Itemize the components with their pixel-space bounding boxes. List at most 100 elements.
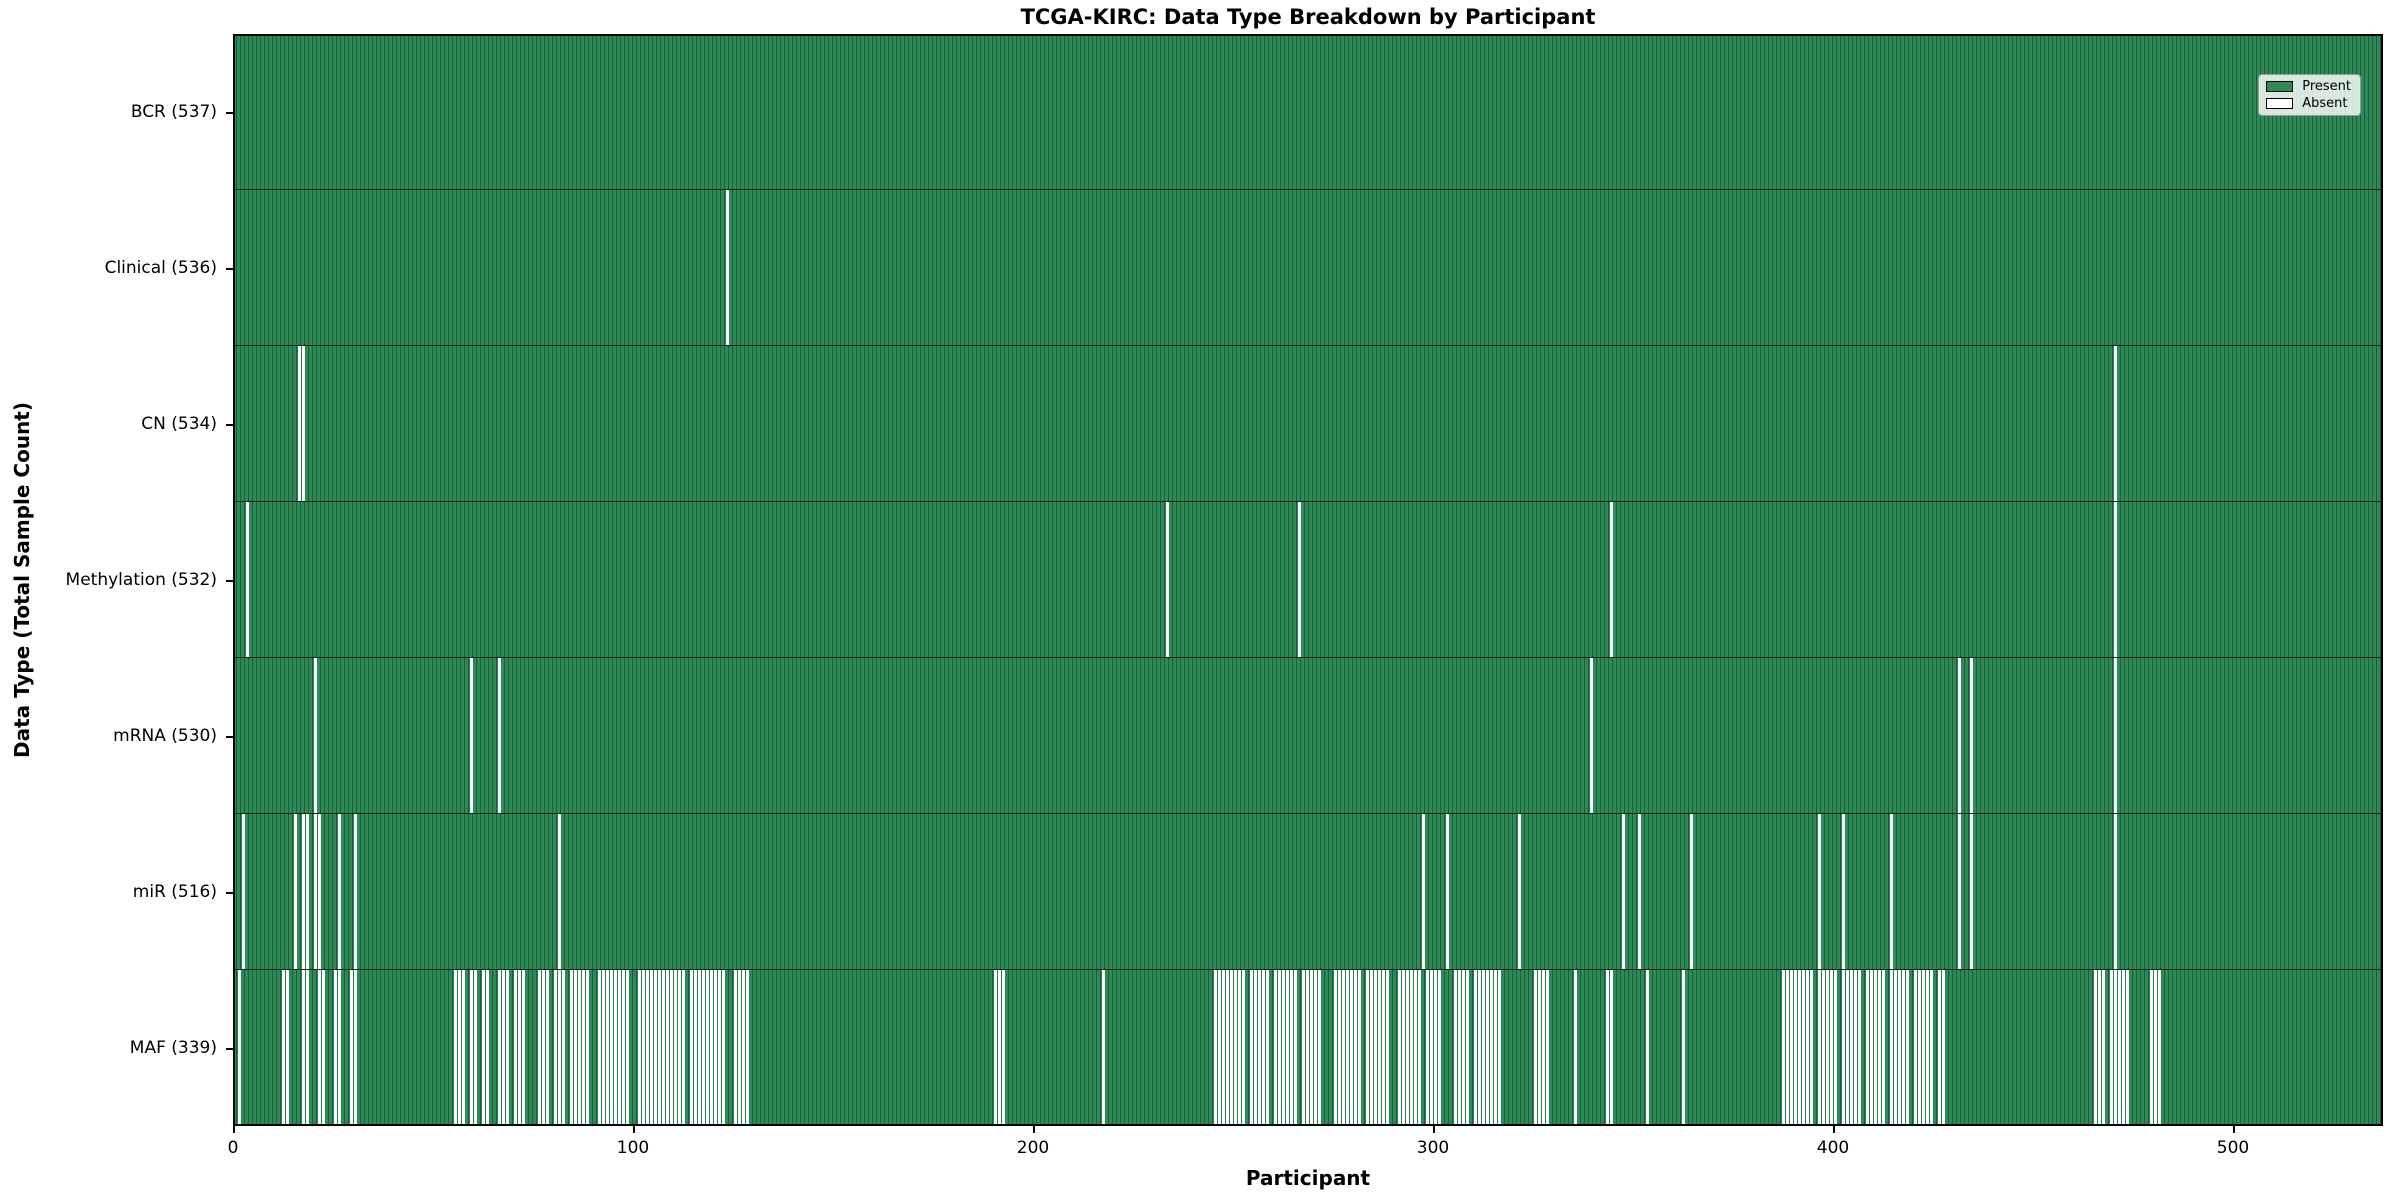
absent-gap	[597, 970, 629, 1126]
absent-gap	[1689, 814, 1693, 969]
absent-gap	[301, 814, 309, 969]
x-tick-label-400: 400	[1816, 1138, 1850, 1158]
absent-gap	[2113, 658, 2117, 813]
absent-gap	[2109, 970, 2129, 1126]
absent-gap	[993, 970, 1005, 1126]
y-tick-mark	[226, 892, 233, 894]
absent-gap	[313, 658, 317, 813]
x-tick-label-500: 500	[2216, 1138, 2250, 1158]
absent-gap	[1273, 970, 1297, 1126]
absent-gap	[281, 970, 289, 1126]
absent-gap	[349, 970, 357, 1126]
absent-gap	[1397, 970, 1421, 1126]
absent-gap	[1213, 970, 1245, 1126]
x-tick-mark	[1433, 1126, 1435, 1133]
absent-gap	[1533, 970, 1549, 1126]
x-tick-mark	[2233, 1126, 2235, 1133]
absent-gap	[1937, 970, 1945, 1126]
y-tick-label-methylation: Methylation (532)	[65, 570, 217, 590]
absent-gap	[553, 970, 565, 1126]
row-maf	[233, 970, 2383, 1126]
absent-gap	[353, 814, 357, 969]
absent-gap	[1865, 970, 1885, 1126]
absent-gap	[481, 970, 489, 1126]
x-tick-label-200: 200	[1016, 1138, 1050, 1158]
absent-swatch	[2266, 98, 2294, 109]
absent-gap	[241, 814, 245, 969]
row-clinical	[233, 190, 2383, 346]
absent-gap	[1913, 970, 1933, 1126]
absent-gap	[1421, 814, 1425, 969]
absent-gap	[469, 970, 477, 1126]
absent-gap	[1645, 970, 1649, 1126]
absent-gap	[1249, 970, 1269, 1126]
legend-item-present: Present	[2266, 80, 2351, 93]
y-tick-label-clinical: Clinical (536)	[104, 258, 217, 278]
absent-gap	[469, 658, 473, 813]
absent-gap	[1589, 658, 1593, 813]
y-tick-label-mrna: mRNA (530)	[113, 726, 217, 746]
y-tick-label-cn: CN (534)	[141, 414, 217, 434]
row-methylation	[233, 502, 2383, 658]
x-tick-label-0: 0	[227, 1138, 239, 1158]
absent-gap	[1841, 814, 1845, 969]
absent-gap	[1473, 970, 1501, 1126]
absent-gap	[725, 190, 729, 345]
absent-gap	[1301, 970, 1321, 1126]
absent-gap	[569, 970, 589, 1126]
y-tick-mark	[226, 268, 233, 270]
absent-gap	[557, 814, 561, 969]
absent-gap	[293, 814, 297, 969]
absent-gap	[1609, 502, 1613, 657]
x-tick-mark	[633, 1126, 635, 1133]
y-tick-mark	[226, 112, 233, 114]
absent-gap	[1297, 502, 1301, 657]
absent-gap	[1969, 658, 1973, 813]
x-tick-label-300: 300	[1416, 1138, 1450, 1158]
x-tick-mark	[233, 1126, 235, 1133]
y-tick-label-mir: miR (516)	[132, 882, 217, 902]
absent-gap	[497, 658, 501, 813]
absent-gap	[1969, 814, 1973, 969]
absent-gap	[1425, 970, 1441, 1126]
legend-item-absent: Absent	[2266, 97, 2351, 110]
absent-gap	[497, 970, 509, 1126]
absent-gap	[1453, 970, 1469, 1126]
present-swatch	[2266, 81, 2294, 92]
absent-gap	[1681, 970, 1685, 1126]
absent-gap	[301, 970, 309, 1126]
chart-title: TCGA-KIRC: Data Type Breakdown by Partic…	[1020, 5, 1596, 29]
absent-gap	[537, 970, 549, 1126]
y-tick-label-bcr: BCR (537)	[130, 102, 217, 122]
absent-gap	[2149, 970, 2161, 1126]
absent-gap	[1781, 970, 1813, 1126]
absent-gap	[1957, 658, 1961, 813]
absent-gap	[237, 970, 241, 1126]
absent-gap	[1445, 814, 1449, 969]
x-axis-label: Participant	[1245, 1166, 1371, 1190]
y-axis: BCR (537) Clinical (536) CN (534) Methylati…	[0, 34, 233, 1126]
x-tick-mark	[1033, 1126, 1035, 1133]
absent-gap	[1841, 970, 1861, 1126]
absent-gap	[2113, 502, 2117, 657]
absent-gap	[2093, 970, 2105, 1126]
absent-gap	[513, 970, 525, 1126]
absent-gap	[1889, 970, 1909, 1126]
plot-area: Present Absent	[233, 34, 2383, 1126]
y-tick-label-maf: MAF (339)	[129, 1038, 217, 1058]
absent-gap	[333, 970, 341, 1126]
row-bcr	[233, 34, 2383, 190]
absent-gap	[1101, 970, 1105, 1126]
absent-gap	[2113, 814, 2117, 969]
absent-gap	[1621, 814, 1625, 969]
absent-gap	[1817, 970, 1837, 1126]
absent-gap	[1517, 814, 1521, 969]
absent-gap	[337, 814, 341, 969]
y-tick-mark	[226, 1048, 233, 1050]
y-tick-mark	[226, 736, 233, 738]
absent-gap	[453, 970, 465, 1126]
absent-gap	[1573, 970, 1577, 1126]
absent-gap	[689, 970, 725, 1126]
absent-gap	[245, 502, 249, 657]
